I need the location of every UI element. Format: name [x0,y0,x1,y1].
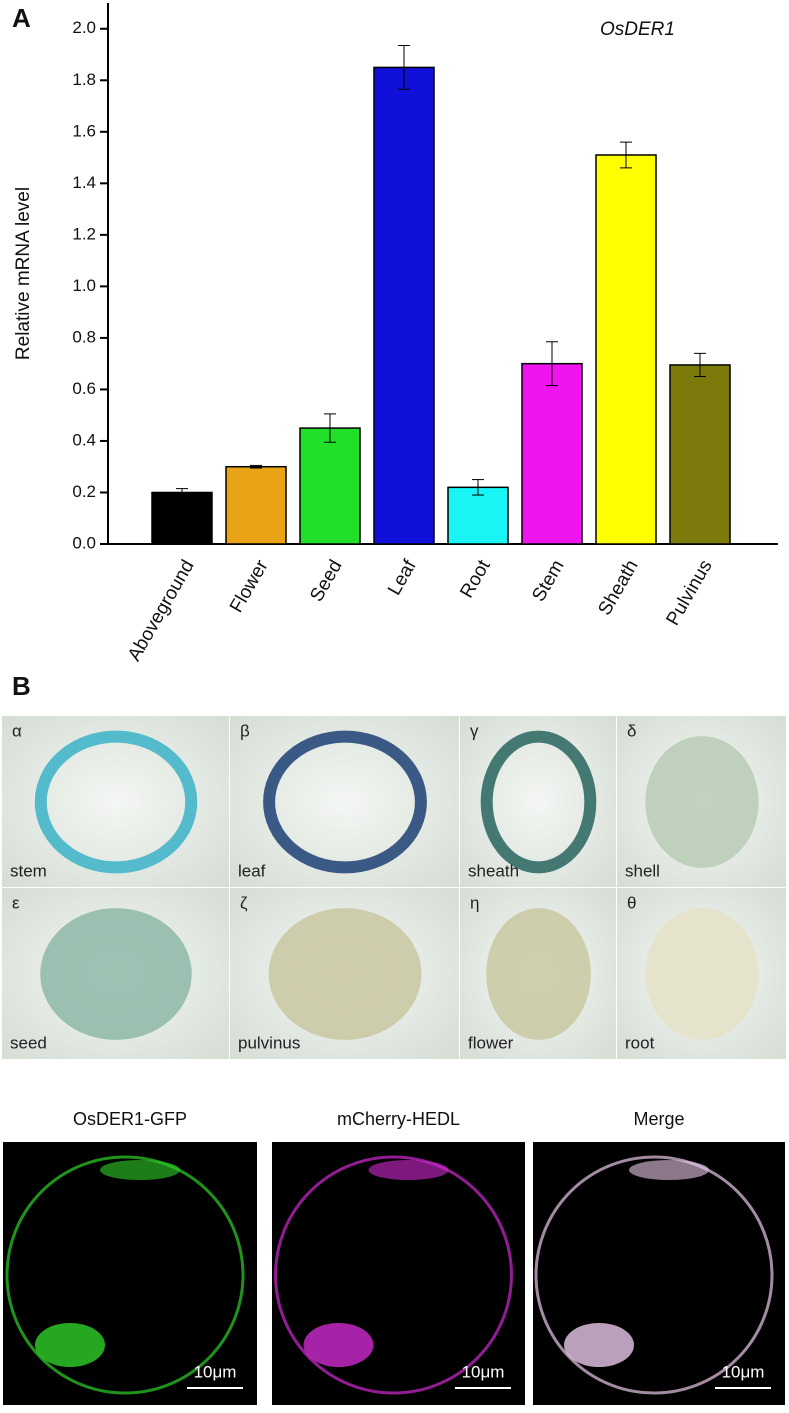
specimen [40,908,192,1040]
y-tick-label: 0.8 [72,327,96,346]
image-letter: δ [627,721,636,740]
y-tick-label: 1.2 [72,224,96,243]
bar [521,362,583,545]
bar [151,491,213,545]
y-axis-label: Relative mRNA level [13,187,34,360]
bar [299,427,361,545]
x-tick-label: Pulvinus [663,557,717,630]
image-label: root [625,1033,655,1052]
x-tick-label: Sheath [594,557,642,620]
specimen [645,908,759,1040]
specimen [268,908,422,1040]
scale-label: 10μm [722,1362,765,1381]
x-tick-label: Stem [528,557,568,606]
x-tick-label: Flower [226,556,273,616]
y-tick-label: 0.0 [72,533,96,552]
x-tick-label: Root [456,556,495,602]
image-label: shell [625,861,660,880]
signal [100,1160,180,1180]
cell [274,1155,513,1395]
signal [368,1160,449,1180]
scale-label: 10μm [194,1362,237,1381]
specimen [263,730,427,874]
x-tick-label: Seed [306,557,346,606]
image-title: mCherry-HEDL [337,1109,460,1129]
panel-label: A [12,3,31,33]
y-tick-label: 0.6 [72,379,96,398]
y-tick-label: 1.6 [72,121,96,140]
bar [669,364,731,545]
y-tick-label: 2.0 [72,18,96,37]
image-label: pulvinus [238,1033,300,1052]
image-letter: ζ [240,893,248,912]
panel-label: B [12,671,31,701]
y-tick-label: 1.4 [72,173,96,192]
y-tick-label: 0.4 [72,430,96,449]
y-tick-label: 0.2 [72,482,96,501]
annotation: OsDER1 [600,19,675,40]
specimen [34,730,198,874]
signal [564,1323,634,1367]
bar [225,465,287,545]
signal [303,1323,374,1367]
bar [447,486,509,545]
image-letter: α [12,721,22,740]
x-tick-label: Aboveground [124,557,199,665]
specimen [480,730,597,874]
image-label: stem [10,861,47,880]
image-label: leaf [238,861,266,880]
x-tick-label: Leaf [384,556,421,599]
image-letter: β [240,721,250,740]
image-letter: γ [470,721,479,740]
image-label: seed [10,1033,47,1052]
cell [534,1155,774,1395]
y-tick-label: 1.0 [72,276,96,295]
bar [373,66,435,545]
bar [595,154,657,545]
image-letter: θ [627,893,636,912]
scale-label: 10μm [462,1362,505,1381]
specimen [645,736,759,868]
image-letter: ε [12,893,20,912]
image-label: sheath [468,861,519,880]
cell [5,1155,245,1395]
signal [35,1323,105,1367]
image-label: flower [468,1033,514,1052]
image-letter: η [470,893,479,912]
image-title: Merge [633,1109,684,1129]
signal [629,1160,709,1180]
y-tick-label: 1.8 [72,70,96,89]
image-title: OsDER1-GFP [73,1109,187,1129]
specimen [486,908,591,1040]
